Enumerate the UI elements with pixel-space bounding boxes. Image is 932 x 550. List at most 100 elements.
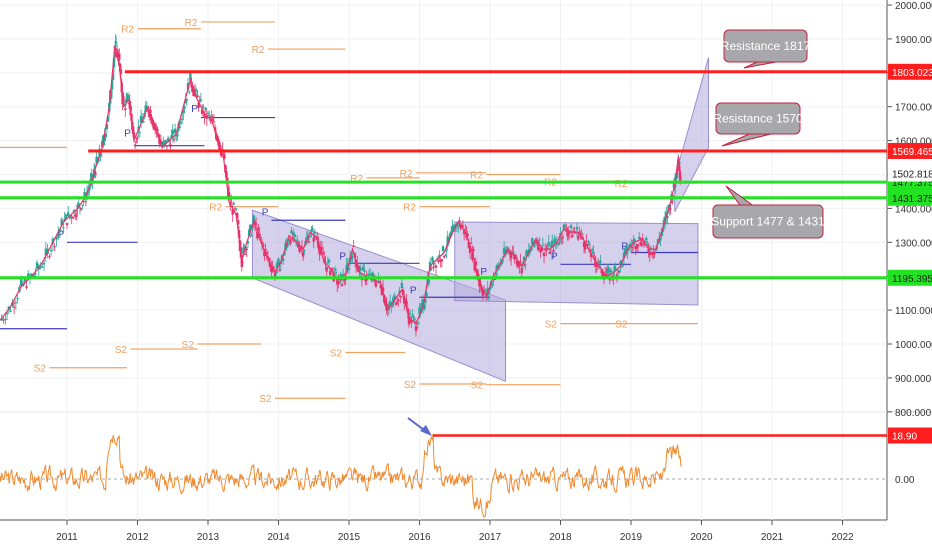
candle-body [124, 108, 127, 111]
pivot-label: S2 [330, 348, 343, 359]
candle-body [675, 176, 678, 179]
candle-body [60, 219, 63, 226]
candle-body [193, 89, 197, 93]
callout-text: Resistance 1817 [721, 39, 811, 53]
candle-body [605, 274, 608, 276]
candle-body [547, 242, 550, 246]
x-tick-label: 2014 [267, 532, 290, 543]
candle-body [241, 262, 244, 264]
candle-body [566, 232, 569, 237]
y-tick-label: 1400.000 [895, 204, 932, 215]
candle-body [88, 188, 91, 191]
candle-body [587, 241, 590, 243]
indicator-arrow [407, 417, 432, 436]
candle-body [125, 99, 128, 103]
x-tick-label: 2018 [549, 532, 572, 543]
candle-body [249, 224, 252, 232]
pivot-label: R2 [252, 45, 265, 56]
indicator-level-badge-bg [888, 427, 932, 444]
candle-body [58, 229, 62, 233]
candle-body [522, 256, 526, 262]
rising-channel [674, 57, 710, 213]
candle-body [592, 251, 595, 253]
level-badge-bg [888, 189, 932, 206]
candle-body [615, 274, 619, 278]
candle-body [307, 241, 311, 243]
candle-body [149, 109, 152, 113]
pivot-label: S2 [404, 380, 417, 391]
candle-body [676, 169, 679, 171]
x-tick-label: 2021 [761, 532, 784, 543]
candle-body [30, 273, 33, 277]
candle-body [494, 272, 498, 275]
pivot-label: R2 [615, 179, 628, 190]
candle-body [243, 253, 247, 255]
level-badge: 1195.395 [892, 274, 932, 285]
candle-body [84, 201, 87, 203]
candle-body [474, 261, 478, 266]
candle-body [398, 290, 401, 294]
candle-body [25, 286, 28, 288]
candle-body [640, 243, 643, 247]
candle-body [585, 240, 588, 242]
candle-body [245, 248, 248, 251]
candle-body [189, 71, 192, 81]
candle-body [470, 242, 473, 244]
candle-body [219, 145, 222, 152]
candle-body [487, 291, 491, 295]
candle-body [464, 228, 467, 230]
candle-body [553, 238, 556, 243]
candle-body [473, 261, 476, 271]
candle-body [183, 106, 186, 109]
callout-box [712, 204, 824, 239]
candle-body [172, 139, 176, 141]
candle-body [111, 73, 115, 80]
candle-body [467, 241, 471, 249]
candle-body [323, 258, 326, 263]
candle-body [223, 154, 226, 159]
callout-box [723, 29, 808, 63]
candle-body [225, 171, 228, 178]
candle-body [235, 212, 239, 218]
candle-body [286, 243, 290, 246]
candle-body [170, 135, 173, 138]
candle-body [507, 248, 510, 250]
candle-body [561, 236, 565, 239]
candle-body [616, 270, 620, 272]
pivot-label: P [57, 230, 64, 241]
x-tick-label: 2013 [197, 532, 220, 543]
candle-body [408, 313, 412, 315]
candle-body [571, 234, 574, 238]
candle-body [289, 239, 292, 245]
x-tick-label: 2012 [126, 532, 149, 543]
candle-body [312, 237, 315, 242]
candle-body [363, 269, 366, 272]
x-tick-label: 2022 [831, 532, 854, 543]
candle-body [263, 250, 266, 257]
candle-body [412, 316, 415, 318]
candle-body [313, 231, 317, 233]
candle-body [83, 191, 86, 197]
candle-body [635, 245, 639, 249]
candle-body [333, 268, 337, 271]
candle-body [166, 138, 170, 142]
candle-body [49, 250, 53, 252]
candle-body [461, 225, 465, 227]
x-tick-label: 2020 [690, 532, 713, 543]
candle-body [540, 247, 543, 252]
candle-body [188, 91, 191, 93]
candle-body [638, 236, 641, 239]
candle-body [569, 225, 573, 229]
candle-body [514, 255, 518, 257]
horizontal-levels [0, 70, 887, 280]
candle-body [645, 238, 648, 241]
callout-box [715, 102, 801, 135]
candle-body [106, 116, 110, 122]
candle-body [180, 118, 184, 120]
candle-body [109, 90, 113, 99]
candle-body [484, 289, 487, 291]
candle-body [405, 301, 408, 304]
channel-shapes [251, 57, 710, 383]
candle-body [256, 231, 259, 239]
candle-body [392, 298, 395, 302]
